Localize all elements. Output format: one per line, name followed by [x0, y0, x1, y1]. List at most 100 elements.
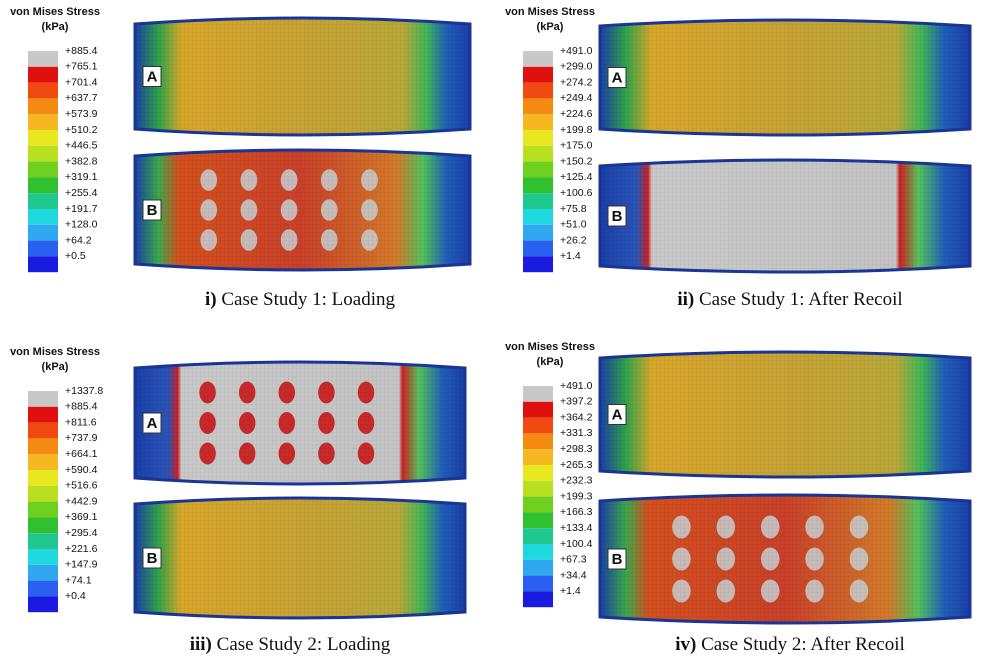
legend-label: +637.7	[65, 92, 98, 104]
legend-label: +128.0	[65, 219, 98, 231]
legend-swatch	[28, 256, 58, 272]
legend-label: +255.4	[65, 187, 98, 199]
legend-label: +573.9	[65, 108, 98, 120]
caption-number: ii)	[677, 289, 694, 310]
legend-swatch	[28, 67, 58, 83]
legend-label: +664.1	[65, 448, 98, 460]
legend-swatch	[28, 114, 58, 130]
legend-swatch	[523, 591, 553, 607]
legend-swatch	[28, 438, 58, 454]
legend-label: +298.3	[560, 443, 593, 455]
legend-swatch	[523, 418, 553, 434]
legend-swatch	[28, 470, 58, 486]
legend-label: +147.9	[65, 559, 98, 571]
legend-label: +34.4	[560, 569, 587, 581]
legend-label: +0.5	[65, 250, 86, 262]
legend-label: +133.4	[560, 522, 593, 534]
panel-label: B	[147, 550, 158, 567]
mesh	[600, 20, 970, 135]
legend-label: +232.3	[560, 475, 593, 487]
legend-swatch	[523, 98, 553, 114]
legend-label: +491.0	[560, 45, 593, 57]
legend-swatch	[523, 481, 553, 497]
legend-label: +274.2	[560, 76, 593, 88]
caption-number: iv)	[675, 634, 696, 655]
legend-label: +510.2	[65, 124, 98, 136]
panel: von Mises Stress(kPa)+491.0+299.0+274.2+…	[505, 6, 970, 310]
legend-label: +369.1	[65, 511, 98, 523]
legend-swatch	[28, 581, 58, 597]
mesh	[135, 18, 470, 135]
legend-label: +885.4	[65, 401, 98, 413]
panel-label: B	[612, 208, 623, 225]
legend-unit: (kPa)	[537, 356, 564, 368]
legend-swatch	[28, 193, 58, 209]
caption-number: iii)	[190, 634, 212, 655]
legend-label: +765.1	[65, 61, 98, 73]
legend-swatch	[28, 454, 58, 470]
panel-label: A	[612, 406, 623, 423]
caption: iv) Case Study 2: After Recoil	[675, 634, 905, 655]
panel: von Mises Stress(kPa)+1337.8+885.4+811.6…	[10, 346, 465, 655]
legend-label: +364.2	[560, 411, 593, 423]
legend-label: +331.3	[560, 427, 593, 439]
legend-label: +295.4	[65, 527, 98, 539]
legend-swatch	[523, 83, 553, 99]
legend-swatch	[28, 177, 58, 193]
legend-label: +221.6	[65, 543, 98, 555]
figure: von Mises Stress(kPa)+885.4+765.1+701.4+…	[0, 0, 981, 667]
legend-swatch	[523, 497, 553, 513]
legend-swatch	[523, 209, 553, 225]
panel-label: A	[147, 415, 158, 432]
legend-label: +1.4	[560, 250, 581, 262]
legend-swatch	[28, 407, 58, 423]
legend-swatch	[523, 256, 553, 272]
legend-label: +175.0	[560, 140, 593, 152]
legend-label: +397.2	[560, 396, 593, 408]
legend-label: +737.9	[65, 432, 98, 444]
legend-unit: (kPa)	[42, 21, 69, 33]
mesh	[600, 160, 970, 272]
legend-swatch	[523, 528, 553, 544]
legend-label: +166.3	[560, 506, 593, 518]
panel-label: B	[612, 551, 623, 568]
legend-swatch	[523, 130, 553, 146]
legend-swatch	[28, 51, 58, 67]
legend-swatch	[523, 512, 553, 528]
legend-label: +382.8	[65, 155, 98, 167]
legend-swatch	[523, 241, 553, 257]
mesh	[135, 498, 465, 618]
legend-swatch	[28, 423, 58, 439]
legend-label: +125.4	[560, 171, 593, 183]
legend-swatch	[523, 146, 553, 162]
legend-swatch	[523, 402, 553, 418]
legend-label: +199.8	[560, 124, 593, 136]
legend-swatch	[28, 146, 58, 162]
legend-label: +319.1	[65, 171, 98, 183]
legend-swatch	[523, 67, 553, 83]
legend-label: +26.2	[560, 234, 587, 246]
legend-label: +446.5	[65, 140, 98, 152]
caption-text: Case Study 2: After Recoil	[696, 634, 904, 655]
legend-label: +150.2	[560, 155, 593, 167]
legend-swatch	[523, 162, 553, 178]
legend-label: +67.3	[560, 554, 587, 566]
legend-label: +100.6	[560, 187, 593, 199]
legend-label: +590.4	[65, 464, 98, 476]
legend-swatch	[523, 576, 553, 592]
legend-label: +442.9	[65, 495, 98, 507]
legend-swatch	[28, 209, 58, 225]
legend-label: +75.8	[560, 203, 587, 215]
legend-swatch	[523, 386, 553, 402]
legend-unit: (kPa)	[537, 21, 564, 33]
legend-swatch	[523, 544, 553, 560]
legend-label: +0.4	[65, 590, 86, 602]
legend-label: +516.6	[65, 480, 98, 492]
legend-label: +199.3	[560, 490, 593, 502]
legend-swatch	[523, 449, 553, 465]
legend-label: +811.6	[65, 416, 97, 428]
legend-unit: (kPa)	[42, 361, 69, 373]
mesh	[600, 352, 970, 477]
caption: i) Case Study 1: Loading	[205, 289, 395, 310]
legend-swatch	[28, 596, 58, 612]
